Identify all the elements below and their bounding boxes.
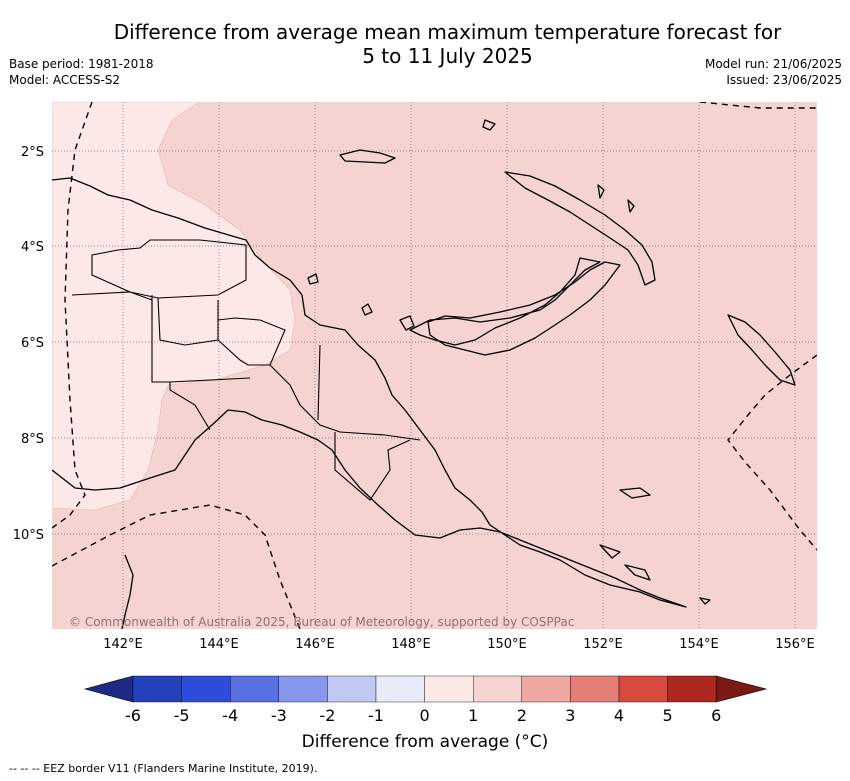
colorbar-tick-label: -3	[271, 706, 287, 725]
colorbar-bin	[375, 675, 425, 703]
cape-york	[121, 554, 134, 629]
colorbar-tick-label: 4	[614, 706, 624, 725]
meta-left: Base period: 1981-2018 Model: ACCESS-S2	[9, 56, 154, 88]
base-period: Base period: 1981-2018	[9, 57, 154, 71]
png-indonesia-border	[151, 295, 211, 431]
colorbar-bin	[278, 675, 328, 703]
colorbar-tick-label: 1	[468, 706, 478, 725]
lon-label: 150°E	[487, 637, 527, 652]
colorbar-bin	[181, 675, 231, 703]
coastlines	[52, 119, 796, 629]
new-guinea-coast	[52, 177, 687, 608]
colorbar-tick-label: -6	[125, 706, 141, 725]
latitude-labels: 2°S 4°S 6°S 8°S 10°S	[13, 145, 44, 543]
colorbar-bin	[667, 675, 717, 703]
lon-label: 142°E	[103, 637, 143, 652]
longitude-labels: 142°E 144°E 146°E 148°E 150°E 152°E 154°…	[103, 637, 815, 652]
colorbar-bin	[132, 675, 182, 703]
colorbar-extend-low	[83, 675, 134, 703]
lon-label: 148°E	[391, 637, 431, 652]
colorbar-bin	[618, 675, 668, 703]
colorbar-bin	[521, 675, 571, 703]
colorbar-bin	[229, 675, 279, 703]
lat-label: 4°S	[21, 240, 44, 255]
new-ireland	[504, 171, 656, 286]
colorbar-bin	[570, 675, 620, 703]
bougainville	[727, 314, 796, 386]
title-line-1: Difference from average mean maximum tem…	[113, 20, 782, 44]
colorbar-tick-label: -2	[319, 706, 335, 725]
lat-label: 2°S	[21, 145, 44, 160]
colorbar-tick-label: -4	[222, 706, 238, 725]
lat-label: 6°S	[21, 336, 44, 351]
model-run: Model run: 21/06/2025	[704, 57, 842, 71]
colorbar-tick-label: -1	[368, 706, 384, 725]
manus-island	[339, 149, 396, 164]
anomaly-region-0-to-1	[52, 102, 296, 511]
lat-label: 8°S	[21, 432, 44, 447]
title-line-2: 5 to 11 July 2025	[362, 44, 533, 68]
new-britain	[427, 261, 621, 356]
map-title: Difference from average mean maximum tem…	[0, 20, 850, 68]
copyright-text: © Commonwealth of Australia 2025, Bureau…	[69, 615, 574, 629]
lon-label: 146°E	[295, 637, 335, 652]
lon-label: 154°E	[679, 637, 719, 652]
colorbar-bin	[473, 675, 523, 703]
map-area	[52, 102, 817, 629]
eez-borders	[52, 102, 817, 629]
issued-date: Issued: 23/06/2025	[726, 73, 842, 87]
lon-label: 152°E	[583, 637, 623, 652]
colorbar-title: Difference from average (°C)	[301, 732, 549, 752]
lon-label: 144°E	[199, 637, 239, 652]
colorbar-tick-label: 6	[711, 706, 721, 725]
lon-label: 156°E	[775, 637, 815, 652]
colorbar-tick-label: 2	[517, 706, 527, 725]
colorbar-bin	[424, 675, 474, 703]
colorbar-tick-label: -5	[174, 706, 190, 725]
colorbar-bin	[327, 675, 377, 703]
colorbar: -6 -5 -4 -3 -2 -1 0 1 2 3 4 5 6	[83, 675, 768, 725]
colorbar-tick-label: 0	[420, 706, 430, 725]
borders	[71, 239, 421, 501]
lat-label: 10°S	[13, 528, 44, 543]
eez-footnote: -- -- -- EEZ border V11 (Flanders Marine…	[9, 762, 318, 775]
model-name: Model: ACCESS-S2	[9, 73, 121, 87]
colorbar-tick-label: 3	[565, 706, 575, 725]
meta-right: Model run: 21/06/2025 Issued: 23/06/2025	[705, 56, 842, 88]
colorbar-extend-high	[715, 675, 768, 703]
colorbar-tick-label: 5	[663, 706, 673, 725]
